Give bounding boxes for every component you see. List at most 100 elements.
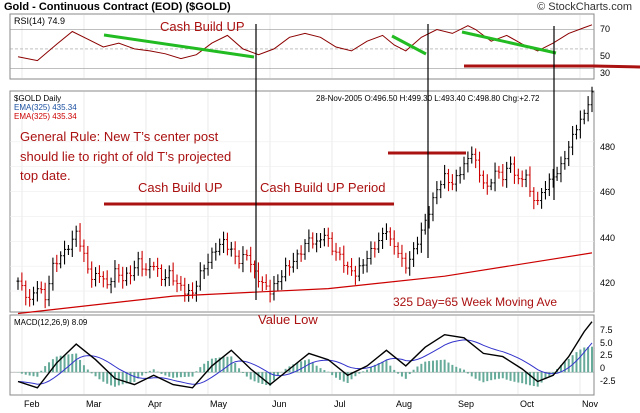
macd-histogram-bar (24, 372, 27, 375)
macd-histogram-bar (129, 372, 132, 383)
macd-histogram-bar (486, 372, 489, 382)
macd-histogram-bar (470, 372, 473, 377)
macd-histogram-bar (463, 369, 466, 373)
macd-histogram-bar (354, 372, 357, 377)
macd-histogram-bar (338, 372, 341, 380)
macd-histogram-bar (121, 372, 124, 385)
macd-histogram-bar (362, 371, 365, 373)
macd-histogram-bar (583, 347, 586, 373)
macd-histogram-bar (548, 372, 551, 377)
macd-histogram-bar (199, 367, 202, 373)
ema-label-1: EMA(325) 435.34 (14, 103, 77, 112)
rule-text-line-2: should lie to right of old T’s projected (20, 149, 231, 164)
macd-histogram-bar (420, 363, 423, 373)
x-tick-label: Sep (458, 399, 474, 409)
price-tick-440: 440 (600, 233, 615, 243)
x-tick-label: Apr (148, 399, 162, 409)
macd-histogram-bar (253, 372, 256, 382)
macd-histogram-bar (67, 354, 70, 373)
rsi-cash-build-annotation: Cash Build UP (160, 19, 245, 34)
macd-histogram-bar (494, 372, 497, 380)
macd-histogram-bar (144, 372, 147, 374)
macd-histogram-bar (459, 368, 462, 373)
rsi-green-trendline (461, 30, 557, 55)
macd-histogram-bar (141, 372, 144, 376)
macd-histogram-bar (540, 372, 543, 383)
macd-histogram-bar (536, 372, 539, 387)
macd-histogram-bar (389, 365, 392, 373)
macd-histogram-bar (358, 372, 361, 374)
macd-histogram-bar (300, 361, 303, 373)
rsi-tick-50: 50 (600, 51, 610, 61)
macd-histogram-bar (567, 358, 570, 373)
macd-histogram-bar (319, 368, 322, 373)
macd-histogram-bar (331, 372, 334, 376)
macd-histogram-bar (218, 357, 221, 373)
macd-histogram-bar (94, 372, 97, 377)
macd-histogram-bar (102, 372, 105, 382)
x-tick-label: Nov (582, 399, 599, 409)
macd-histogram-bar (110, 372, 113, 386)
cash-build-up-label: Cash Build UP (138, 180, 223, 195)
macd-histogram-bar (513, 372, 516, 382)
rule-text-line-1: General Rule: New T’s center post (20, 129, 219, 144)
x-tick-label: Jun (272, 399, 287, 409)
red-t-bar-extension (593, 64, 640, 69)
macd-tick-5-0: 5.0 (600, 338, 613, 348)
macd-histogram-bar (412, 369, 415, 373)
macd-histogram-bar (249, 372, 252, 380)
macd-histogram-bar (82, 365, 85, 373)
macd-histogram-bar (474, 372, 477, 379)
price-tick-460: 460 (600, 187, 615, 197)
macd-histogram-bar (164, 372, 167, 376)
macd-histogram-bar (335, 372, 338, 378)
macd-histogram-bar (265, 372, 268, 385)
macd-histogram-bar (172, 372, 175, 378)
macd-histogram-bar (156, 371, 159, 373)
rsi-label: RSI(14) 74.9 (14, 16, 65, 26)
macd-histogram-bar (176, 372, 179, 378)
macd-histogram-bar (587, 347, 590, 373)
macd-histogram-bar (195, 371, 198, 373)
macd-tick-0: 0 (600, 363, 605, 373)
macd-histogram-bar (230, 356, 233, 373)
macd-line (17, 321, 593, 389)
macd-histogram-bar (152, 369, 155, 373)
macd-histogram-bar (117, 372, 120, 386)
value-low-label: Value Low (258, 312, 318, 327)
macd-histogram-bar (214, 358, 217, 373)
macd-histogram-bar (187, 372, 190, 377)
rule-text-line-3: top date. (20, 168, 71, 183)
macd-histogram-bar (20, 372, 23, 374)
macd-histogram-bar (90, 372, 93, 374)
macd-histogram-bar (168, 372, 171, 377)
macd-histogram-bar (346, 372, 349, 384)
macd-histogram-bar (323, 370, 326, 373)
moving-average-label: 325 Day=65 Week Moving Ave (393, 295, 557, 309)
macd-histogram-bar (404, 372, 407, 379)
price-tick-480: 480 (600, 142, 615, 152)
macd-histogram-bar (257, 372, 260, 383)
macd-histogram-bar (366, 369, 369, 373)
macd-histogram-bar (447, 362, 450, 373)
cash-build-up-period-label: Cash Build UP Period (260, 180, 386, 195)
macd-histogram-bar (400, 372, 403, 377)
macd-histogram-bar (311, 362, 314, 373)
chart-title: Gold - Continuous Contract (EOD) ($GOLD) (4, 1, 231, 13)
macd-histogram-bar (203, 363, 206, 373)
copyright-text: © StockCharts.com (537, 1, 632, 13)
macd-histogram-bar (431, 360, 434, 373)
macd-histogram-bar (397, 372, 400, 374)
macd-label: MACD(12,26,9) 8.09 (14, 318, 88, 327)
ohlc-readout: 28-Nov-2005 O:496.50 H:499.30 L:493.40 C… (316, 94, 540, 103)
rsi-tick-30: 30 (600, 68, 610, 78)
x-tick-label: Feb (24, 399, 40, 409)
macd-histogram-bar (296, 362, 299, 373)
x-tick-label: Jul (334, 399, 346, 409)
x-tick-label: May (210, 399, 228, 409)
macd-histogram-bar (455, 366, 458, 373)
macd-histogram-bar (276, 372, 279, 376)
macd-histogram-bar (525, 372, 528, 385)
macd-histogram-bar (307, 359, 310, 373)
